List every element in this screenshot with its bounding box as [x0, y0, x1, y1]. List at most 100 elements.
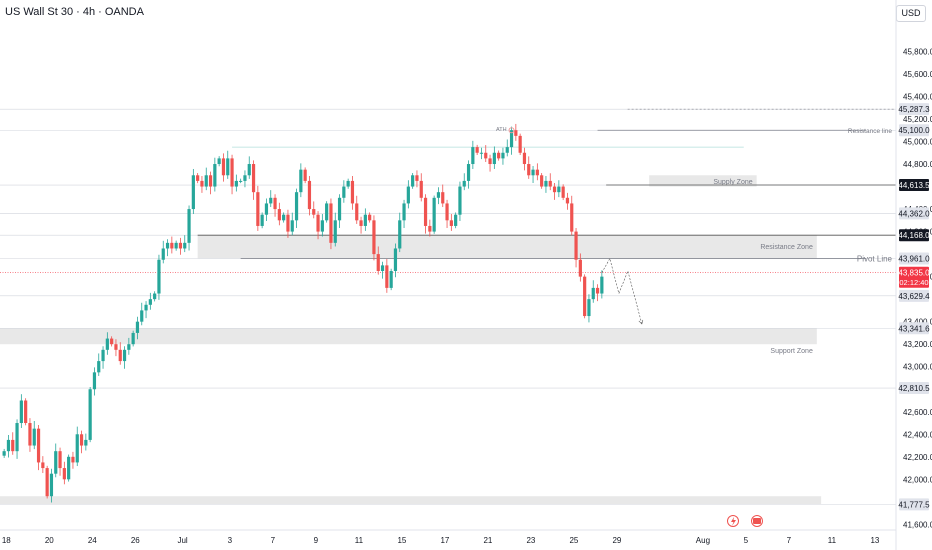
x-tick-label: 17: [440, 536, 449, 545]
y-tick-label: 42,000.0: [903, 475, 932, 484]
projection-path: [601, 257, 643, 325]
candle-body: [484, 152, 488, 159]
candle: [239, 178, 243, 184]
candle-body: [213, 164, 217, 187]
candle-body: [105, 338, 109, 350]
candle: [45, 465, 49, 499]
axis-price-label-bg: [899, 124, 929, 137]
candle-body: [200, 180, 204, 187]
candle: [432, 195, 436, 234]
candle-body: [131, 332, 135, 345]
axis-price-label-text: 43,341.6: [898, 324, 930, 333]
candle: [165, 239, 170, 257]
candle-body: [333, 220, 337, 243]
candle-body: [277, 209, 281, 221]
candle: [600, 270, 604, 299]
candle: [92, 367, 97, 396]
axis-price-label-text: 41,777.5: [898, 500, 930, 509]
axis-price-label-text: 45,100.0: [898, 126, 930, 135]
candle: [548, 173, 552, 191]
candle-body: [62, 468, 66, 480]
candle: [454, 212, 458, 229]
candle: [200, 175, 204, 193]
candle-body: [239, 180, 243, 182]
candle: [282, 212, 286, 223]
candle-body: [527, 164, 531, 176]
candle-body: [187, 209, 191, 243]
candle-body: [15, 423, 19, 452]
y-tick-label: 43,400.0: [903, 318, 932, 327]
candle-body: [157, 259, 161, 294]
x-tick-label: 20: [45, 536, 54, 545]
candle: [531, 166, 535, 183]
candle-body: [247, 164, 251, 176]
candle: [110, 336, 114, 347]
axis-price-label: 41,777.5: [898, 498, 930, 511]
candle: [67, 454, 71, 482]
x-tick-label: 5: [744, 536, 749, 545]
candle-body: [79, 434, 84, 446]
candle-body: [432, 197, 436, 232]
candle-body: [454, 214, 458, 226]
y-tick-label: 45,000.0: [903, 138, 932, 147]
candle-body: [243, 175, 247, 181]
candle-body: [359, 220, 363, 226]
candle: [325, 201, 329, 223]
candle-body: [153, 293, 157, 300]
candle: [363, 208, 367, 231]
candle-body: [226, 158, 230, 176]
candle: [393, 243, 398, 278]
axis-price-label: 44,613.5: [898, 179, 930, 192]
axis-price-label: 43,961.0: [898, 252, 930, 265]
x-tick-label: Aug: [696, 536, 710, 545]
candle-body: [505, 147, 509, 153]
zone-label: Resistance Zone: [760, 244, 813, 251]
candle: [428, 219, 432, 237]
candle: [402, 199, 406, 228]
candle-body: [127, 344, 131, 350]
candle-body: [230, 158, 234, 187]
candle: [277, 202, 281, 226]
candle: [475, 144, 479, 156]
candle: [97, 353, 101, 376]
candle-body: [118, 349, 122, 362]
candle-body: [402, 203, 406, 221]
x-tick-label: 9: [314, 536, 319, 545]
candle-body: [58, 451, 62, 469]
axis-price-label-text: 43,629.4: [898, 292, 930, 301]
line-label: Resistance line: [848, 128, 892, 135]
candle: [565, 192, 570, 210]
candle: [501, 147, 505, 165]
candle-body: [49, 473, 54, 497]
candle-body: [71, 456, 75, 463]
candle: [329, 198, 333, 250]
candle-body: [578, 259, 582, 277]
candle: [333, 212, 337, 247]
candle: [140, 302, 144, 326]
candle-body: [544, 180, 548, 187]
x-tick-label: 3: [228, 536, 233, 545]
candle-body: [290, 220, 294, 232]
candle-body: [234, 180, 238, 187]
candle: [213, 157, 217, 192]
candle: [389, 268, 393, 291]
candle-body: [531, 169, 535, 176]
axis-price-label-bg: [899, 207, 929, 220]
candle-body: [540, 175, 544, 187]
candle: [286, 209, 290, 238]
candle-body: [148, 299, 152, 305]
zone-label: Support Zone: [770, 348, 813, 355]
current-price-bg: [899, 266, 929, 288]
candle: [411, 173, 415, 189]
candle-body: [67, 456, 71, 480]
candle-body: [316, 214, 320, 232]
candle-body: [552, 186, 557, 193]
axis-price-label-bg: [899, 229, 929, 242]
us-flag-icon-glyph: [753, 518, 761, 524]
axis-price-label-bg: [899, 252, 929, 265]
candle: [183, 235, 187, 253]
candle: [522, 147, 527, 171]
candle: [54, 443, 58, 478]
candle-body: [75, 434, 79, 463]
